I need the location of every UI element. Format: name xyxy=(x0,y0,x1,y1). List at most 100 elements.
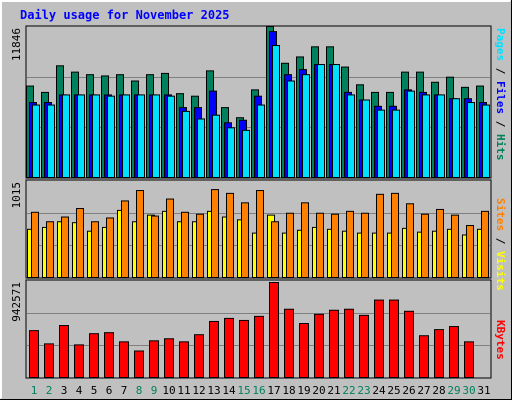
bar-pages-day-18 xyxy=(287,80,295,178)
bar-visits-day-6 xyxy=(106,217,114,279)
day-label: 30 xyxy=(462,384,475,397)
bar-kbytes-day-28 xyxy=(434,329,444,378)
day-label: 21 xyxy=(327,384,340,397)
day-label: 15 xyxy=(237,384,250,397)
bar-pages-day-9 xyxy=(152,94,160,178)
bar-visits-day-4 xyxy=(76,208,84,279)
day-label: 5 xyxy=(91,384,98,397)
bar-visits-day-28 xyxy=(436,208,444,278)
bar-kbytes-day-15 xyxy=(239,319,249,378)
hits-legend: Pages / Files / Hits xyxy=(494,28,507,161)
bar-pages-day-3 xyxy=(62,94,70,178)
day-label: 11 xyxy=(177,384,190,397)
bar-pages-day-7 xyxy=(122,94,130,178)
bar-kbytes-day-27 xyxy=(419,335,429,379)
hits-y-max-label: 11846 xyxy=(10,28,23,61)
day-label: 29 xyxy=(447,384,460,397)
bar-visits-day-21 xyxy=(331,213,339,278)
day-label: 10 xyxy=(162,384,175,397)
bar-pages-day-1 xyxy=(32,104,40,178)
bar-visits-day-8 xyxy=(136,190,144,279)
bar-kbytes-day-17 xyxy=(269,282,279,378)
visits-y-max-label: 1015 xyxy=(10,182,23,209)
bar-pages-day-28 xyxy=(437,94,445,178)
bar-pages-day-30 xyxy=(467,102,475,178)
bar-visits-day-31 xyxy=(481,210,489,278)
legend-visits: Visits xyxy=(494,251,507,291)
bar-pages-day-2 xyxy=(47,104,55,178)
legend-kbytes: KBytes xyxy=(494,320,507,360)
bar-visits-day-19 xyxy=(301,202,309,278)
bar-pages-day-24 xyxy=(377,109,385,178)
bar-visits-day-18 xyxy=(286,212,294,279)
legend-pages: Pages xyxy=(494,28,507,61)
bar-pages-day-12 xyxy=(197,118,205,178)
bar-pages-day-13 xyxy=(212,114,220,179)
day-label: 22 xyxy=(342,384,355,397)
bar-pages-day-16 xyxy=(257,104,265,178)
bar-visits-day-24 xyxy=(376,193,384,278)
bar-kbytes-day-3 xyxy=(59,325,69,379)
day-label: 7 xyxy=(121,384,128,397)
bar-kbytes-day-21 xyxy=(329,309,339,378)
bar-visits-day-11 xyxy=(181,211,189,278)
day-label: 17 xyxy=(267,384,280,397)
bar-pages-day-29 xyxy=(452,98,460,178)
bar-pages-day-21 xyxy=(332,64,340,178)
bar-kbytes-day-11 xyxy=(179,341,189,378)
bar-pages-day-15 xyxy=(242,129,250,178)
bar-kbytes-day-20 xyxy=(314,313,324,379)
bar-visits-day-15 xyxy=(241,202,249,278)
day-label: 14 xyxy=(222,384,236,397)
bar-visits-day-20 xyxy=(316,212,324,279)
day-label: 25 xyxy=(387,384,400,397)
bar-kbytes-day-24 xyxy=(374,299,384,378)
bar-pages-day-11 xyxy=(182,110,190,178)
bar-kbytes-day-5 xyxy=(89,333,99,378)
day-label: 23 xyxy=(357,384,370,397)
bar-visits-day-3 xyxy=(61,216,69,279)
bar-kbytes-day-14 xyxy=(224,317,234,378)
chart-bars xyxy=(26,26,490,379)
bar-visits-day-10 xyxy=(166,198,174,278)
day-label: 1 xyxy=(31,384,38,397)
bar-kbytes-day-30 xyxy=(464,341,474,378)
bar-visits-day-9 xyxy=(151,215,159,278)
bar-visits-day-26 xyxy=(406,203,414,279)
legend-hits: Hits xyxy=(494,134,507,161)
bar-visits-day-2 xyxy=(46,221,54,279)
bar-kbytes-day-12 xyxy=(194,334,204,379)
bar-pages-day-25 xyxy=(392,109,400,178)
bar-kbytes-day-22 xyxy=(344,308,354,378)
day-label: 27 xyxy=(417,384,430,397)
bar-visits-day-25 xyxy=(391,192,399,278)
visits-legend: Sites / Visits xyxy=(494,198,507,291)
bar-kbytes-day-10 xyxy=(164,338,174,378)
day-label: 13 xyxy=(207,384,220,397)
bar-visits-day-27 xyxy=(421,213,429,278)
day-label: 28 xyxy=(432,384,445,397)
bar-kbytes-day-16 xyxy=(254,315,264,378)
bar-kbytes-day-7 xyxy=(119,341,129,378)
legend-sites: Sites xyxy=(494,198,507,231)
bar-kbytes-day-13 xyxy=(209,320,219,378)
day-label: 9 xyxy=(151,384,158,397)
bar-kbytes-day-9 xyxy=(149,340,159,378)
day-label: 8 xyxy=(136,384,143,397)
bar-visits-day-7 xyxy=(121,200,129,278)
day-label: 20 xyxy=(312,384,325,397)
bar-kbytes-day-25 xyxy=(389,299,399,378)
bar-pages-day-8 xyxy=(137,94,145,178)
bar-kbytes-day-23 xyxy=(359,314,369,379)
day-label: 4 xyxy=(76,384,83,397)
day-label: 19 xyxy=(297,384,310,397)
bar-pages-day-31 xyxy=(482,104,490,178)
bar-pages-day-14 xyxy=(227,127,235,178)
day-label: 24 xyxy=(372,384,386,397)
bar-visits-day-16 xyxy=(256,190,264,279)
bar-kbytes-day-8 xyxy=(134,350,144,378)
bar-visits-day-5 xyxy=(91,221,99,279)
bar-kbytes-day-29 xyxy=(449,326,459,379)
legend-files: Files xyxy=(494,81,507,114)
